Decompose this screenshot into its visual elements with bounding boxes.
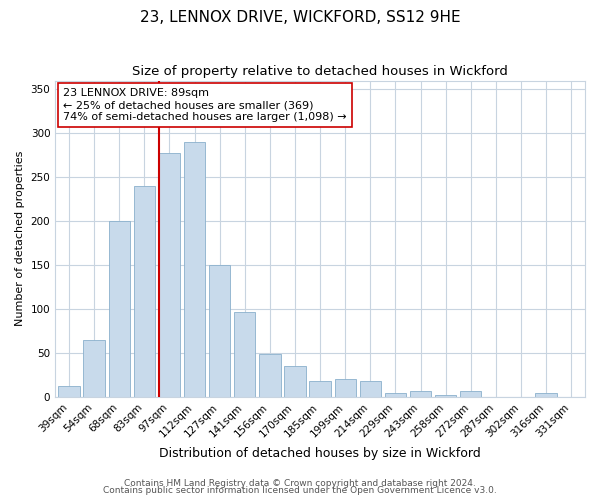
Text: 23 LENNOX DRIVE: 89sqm
← 25% of detached houses are smaller (369)
74% of semi-de: 23 LENNOX DRIVE: 89sqm ← 25% of detached…	[63, 88, 347, 122]
Bar	[109, 221, 130, 397]
Bar	[259, 354, 281, 397]
Text: 23, LENNOX DRIVE, WICKFORD, SS12 9HE: 23, LENNOX DRIVE, WICKFORD, SS12 9HE	[140, 10, 460, 25]
Bar	[284, 366, 305, 397]
Text: Contains HM Land Registry data © Crown copyright and database right 2024.: Contains HM Land Registry data © Crown c…	[124, 478, 476, 488]
Bar	[410, 391, 431, 397]
Text: Contains public sector information licensed under the Open Government Licence v3: Contains public sector information licen…	[103, 486, 497, 495]
Bar	[310, 381, 331, 397]
Bar	[234, 312, 256, 397]
Bar	[359, 381, 381, 397]
Bar	[435, 395, 457, 397]
Y-axis label: Number of detached properties: Number of detached properties	[15, 151, 25, 326]
Bar	[385, 392, 406, 397]
Title: Size of property relative to detached houses in Wickford: Size of property relative to detached ho…	[132, 65, 508, 78]
Bar	[184, 142, 205, 397]
Bar	[83, 340, 105, 397]
Bar	[535, 392, 557, 397]
X-axis label: Distribution of detached houses by size in Wickford: Distribution of detached houses by size …	[159, 447, 481, 460]
Bar	[58, 386, 80, 397]
Bar	[209, 265, 230, 397]
Bar	[134, 186, 155, 397]
Bar	[159, 152, 180, 397]
Bar	[460, 391, 481, 397]
Bar	[335, 380, 356, 397]
